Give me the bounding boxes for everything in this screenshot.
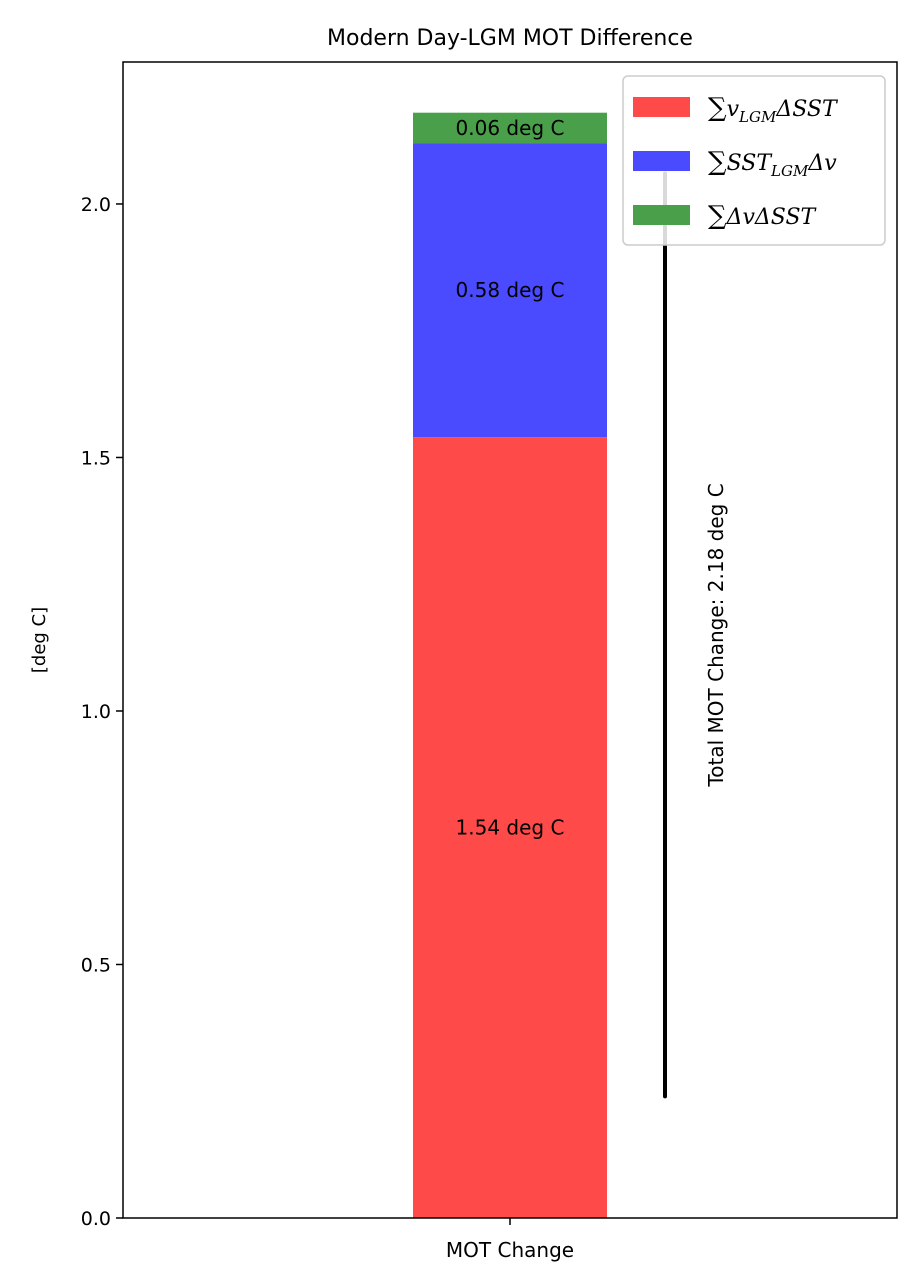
x-tick-label: MOT Change xyxy=(446,1238,574,1262)
y-axis-label: [deg C] xyxy=(29,607,50,673)
legend-label: ∑ΔvΔSST xyxy=(708,201,818,231)
plot-area: 1.54 deg C 0.58 deg C 0.06 deg C Total MOT … xyxy=(81,61,898,1262)
legend-swatch xyxy=(633,151,690,171)
legend-label: ∑vLGMΔSST xyxy=(708,93,839,126)
chart-title: Modern Day-LGM MOT Difference xyxy=(327,26,693,51)
y-tick-label: 0.0 xyxy=(81,1208,111,1230)
legend-box xyxy=(622,75,886,246)
bar-segment-1 xyxy=(413,437,607,1218)
total-line-label: Total MOT Change: 2.18 deg C xyxy=(704,483,728,787)
legend-label: ∑SSTLGMΔv xyxy=(708,147,837,180)
y-tick-label: 2.0 xyxy=(81,194,111,216)
legend-swatch xyxy=(633,205,690,225)
legend-swatch xyxy=(633,97,690,117)
y-tick-label: 1.5 xyxy=(81,447,111,469)
y-tick-label: 1.0 xyxy=(81,701,111,723)
bar-value-label: 1.54 deg C xyxy=(456,816,565,840)
y-tick-label: 0.5 xyxy=(81,954,111,976)
bar-segment-2 xyxy=(413,143,607,438)
bar-segment-3 xyxy=(413,112,607,144)
bar-value-label: 0.06 deg C xyxy=(456,116,565,140)
bar-value-label: 0.58 deg C xyxy=(456,278,565,302)
